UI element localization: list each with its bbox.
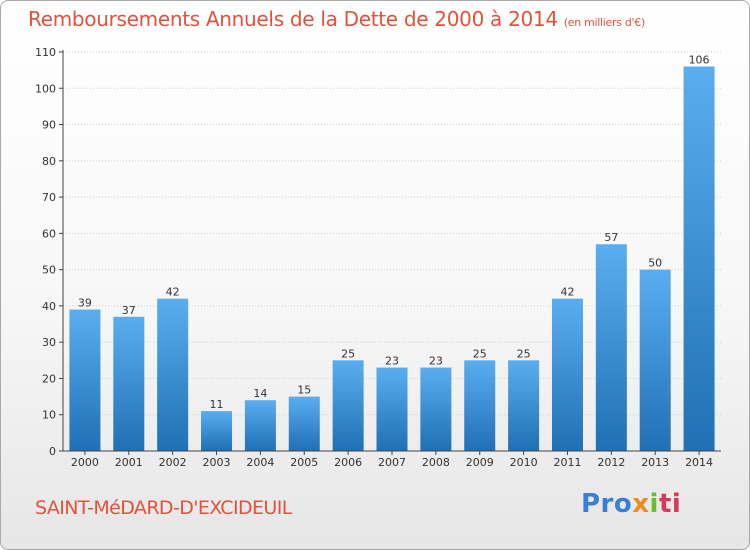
bar [332,360,364,451]
y-tick-label: 20 [42,372,56,385]
chart-unit: (en milliers d'€) [563,16,645,29]
bar [551,298,583,451]
chart-title: Remboursements Annuels de la Dette de 20… [28,7,645,31]
x-tick-label: 2013 [641,456,669,469]
data-label: 25 [473,347,487,360]
data-label: 15 [297,384,311,397]
y-tick-label: 0 [49,445,56,458]
x-tick-label: 2005 [290,456,318,469]
x-tick-label: 2009 [466,456,494,469]
x-tick-label: 2011 [553,456,581,469]
town-name: SAINT-MéDARD-D'EXCIDEUIL [35,497,292,519]
bar [464,360,496,451]
x-tick-label: 2014 [685,456,713,469]
data-label: 23 [385,355,399,368]
bar [244,400,276,451]
x-tick-label: 2007 [378,456,406,469]
bar [595,244,627,451]
y-tick-label: 80 [42,155,56,168]
x-tick-label: 2004 [246,456,274,469]
x-tick-label: 2010 [510,456,538,469]
data-label: 25 [517,347,531,360]
y-tick-label: 50 [42,264,56,277]
y-tick-label: 100 [35,82,56,95]
data-label: 42 [166,286,180,299]
bar [157,298,189,451]
bar [508,360,540,451]
x-tick-label: 2000 [71,456,99,469]
x-tick-label: 2003 [203,456,231,469]
data-label: 11 [210,398,224,411]
x-tick-label: 2012 [597,456,625,469]
data-label: 50 [648,257,662,270]
data-label: 25 [341,347,355,360]
y-tick-label: 110 [35,46,56,59]
bar [113,316,145,451]
data-label: 57 [604,231,618,244]
bar [683,66,715,451]
data-label: 37 [122,304,136,317]
data-label: 106 [689,54,710,67]
data-label: 14 [253,387,267,400]
data-label: 23 [429,355,443,368]
y-tick-label: 30 [42,336,56,349]
bar [288,396,320,451]
y-tick-label: 60 [42,227,56,240]
x-tick-label: 2006 [334,456,362,469]
chart-title-text: Remboursements Annuels de la Dette de 20… [28,7,558,31]
y-tick-label: 90 [42,119,56,132]
data-label: 39 [78,297,92,310]
x-tick-label: 2002 [159,456,187,469]
y-tick-label: 10 [42,409,56,422]
y-tick-label: 70 [42,191,56,204]
bar [420,367,452,451]
bar [376,367,408,451]
bar [201,411,233,451]
y-tick-label: 40 [42,300,56,313]
proxiti-logo: Proxiti [581,489,682,519]
data-label: 42 [560,286,574,299]
x-tick-label: 2001 [115,456,143,469]
bar [639,269,671,451]
bar [69,309,101,451]
bars: 39 37 42 11 14 15 25 23 23 25 25 42 57 50 106 [69,54,715,451]
x-tick-label: 2008 [422,456,450,469]
axes: 0 10 20 30 40 50 60 70 80 90 100 110 2000 2001 2002 200… [35,46,721,469]
